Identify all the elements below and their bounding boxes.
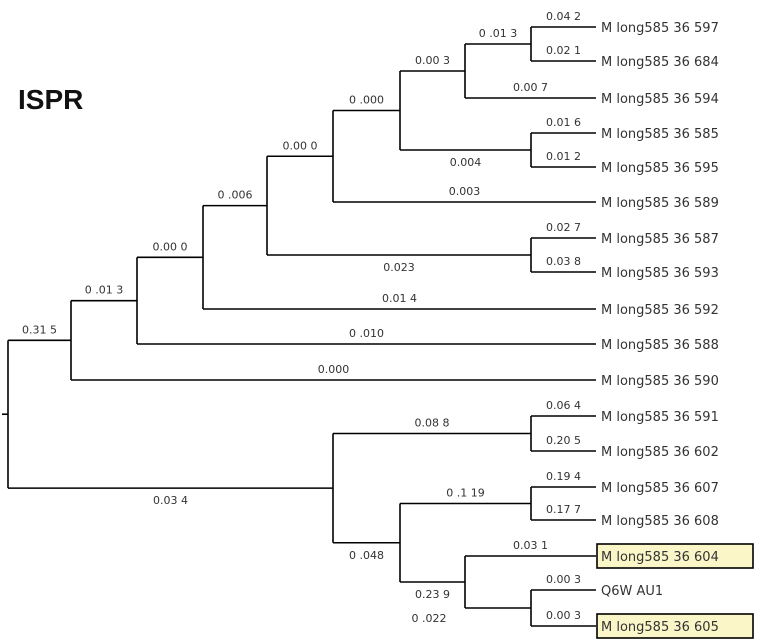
branch-length-label: 0.000: [318, 363, 350, 376]
branch-length-label: 0 .1 19: [446, 487, 484, 500]
leaf-label: M long585 36 608: [601, 514, 719, 529]
branch-length-label: 0.03 1: [513, 539, 548, 552]
branch-length-label: 0.20 5: [546, 434, 581, 447]
branch-length-label: 0 .006: [218, 189, 253, 202]
branch-length-label: 0.06 4: [546, 399, 581, 412]
branch-length-label: 0.01 4: [382, 292, 417, 305]
branch-length-label: 0.00 3: [546, 609, 581, 622]
leaf-label: Q6W AU1: [601, 584, 663, 599]
branch-length-label: 0 .048: [349, 549, 384, 562]
branch-length-label: 0.03 8: [546, 255, 581, 268]
branch-length-label: 0.00 7: [513, 81, 548, 94]
branch-length-label: 0 .010: [349, 327, 384, 340]
leaf-label: M long585 36 604: [601, 550, 719, 565]
branch-length-label: 0.01 6: [546, 116, 581, 129]
branch-length-label: 0.00 3: [415, 54, 450, 67]
leaf-label: M long585 36 593: [601, 266, 719, 281]
branch-length-label: 0.004: [450, 156, 482, 169]
branch-length-label: 0.00 3: [546, 573, 581, 586]
branch-length-label: 0.04 2: [546, 10, 581, 23]
leaf-label: M long585 36 592: [601, 303, 719, 318]
branch-length-label: 0.00 0: [153, 240, 188, 253]
branch-length-label: 0.31 5: [22, 323, 57, 336]
branch-length-label: 0.02 7: [546, 221, 581, 234]
branch-length-label: 0.023: [383, 261, 415, 274]
branch-length-label: 0.00 0: [283, 139, 318, 152]
branch-length-label: 0 .01 3: [479, 27, 517, 40]
leaf-label: M long585 36 594: [601, 92, 719, 107]
leaf-label: M long585 36 684: [601, 55, 719, 70]
branch-length-label: 0.23 9: [415, 588, 450, 601]
leaf-label: M long585 36 585: [601, 127, 719, 142]
branch-length-label: 0.02 1: [546, 44, 581, 57]
leaf-label: M long585 36 602: [601, 445, 719, 460]
leaf-label: M long585 36 590: [601, 374, 719, 389]
branch-length-label: 0 .022: [412, 612, 447, 625]
leaf-label: M long585 36 595: [601, 161, 719, 176]
leaf-label: M long585 36 607: [601, 481, 719, 496]
branch-length-label: 0.03 4: [153, 494, 188, 507]
leaf-label: M long585 36 591: [601, 410, 719, 425]
branch-length-label: 0.01 2: [546, 150, 581, 163]
leaf-highlight-box: [596, 613, 754, 639]
leaf-highlight-box: [596, 543, 754, 569]
leaf-label: M long585 36 588: [601, 338, 719, 353]
leaf-label: M long585 36 589: [601, 196, 719, 211]
branch-length-label: 0.08 8: [415, 417, 450, 430]
branch-length-label: 0.19 4: [546, 470, 581, 483]
branch-length-label: 0 .000: [349, 94, 384, 107]
leaf-label: M long585 36 605: [601, 620, 719, 635]
leaf-label: M long585 36 587: [601, 232, 719, 247]
branch-length-label: 0.17 7: [546, 503, 581, 516]
branch-length-label: 0.003: [449, 185, 481, 198]
figure-title: ISPR: [18, 84, 84, 115]
branch-length-label: 0 .01 3: [85, 284, 123, 297]
leaf-label: M long585 36 597: [601, 21, 719, 36]
